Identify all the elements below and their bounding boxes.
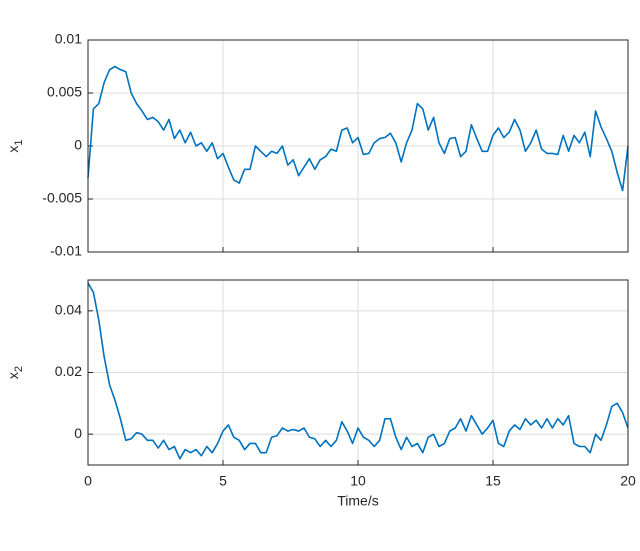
y-axis-label-main: x (5, 146, 21, 153)
x-axis-label: Time/s (337, 493, 378, 509)
y-axis-label: x1 (5, 139, 25, 152)
y-axis-label: x2 (5, 366, 25, 379)
y-tick-label: -0.01 (50, 243, 82, 259)
data-line (87, 65, 629, 192)
x-tick-label: 15 (485, 473, 501, 489)
y-tick-label: 0 (74, 137, 82, 153)
data-line (87, 282, 629, 460)
y-tick-label: 0 (74, 425, 82, 441)
axes-box (87, 279, 629, 466)
y-tick-label: 0.005 (47, 84, 82, 100)
x-tick-label: 0 (84, 473, 92, 489)
y-tick-label: 0.01 (55, 31, 82, 47)
y-axis-label-main: x (5, 372, 21, 379)
y-tick-label: 0.02 (55, 363, 82, 379)
x-tick-label: 5 (219, 473, 227, 489)
y-tick-label: -0.005 (42, 190, 82, 206)
y-axis-label-sub: 1 (13, 139, 25, 145)
x-tick-label: 20 (620, 473, 636, 489)
axes-box (87, 39, 629, 253)
x-tick-label: 10 (350, 473, 366, 489)
y-tick-label: 0.04 (55, 302, 82, 318)
y-axis-label-sub: 2 (13, 366, 25, 372)
